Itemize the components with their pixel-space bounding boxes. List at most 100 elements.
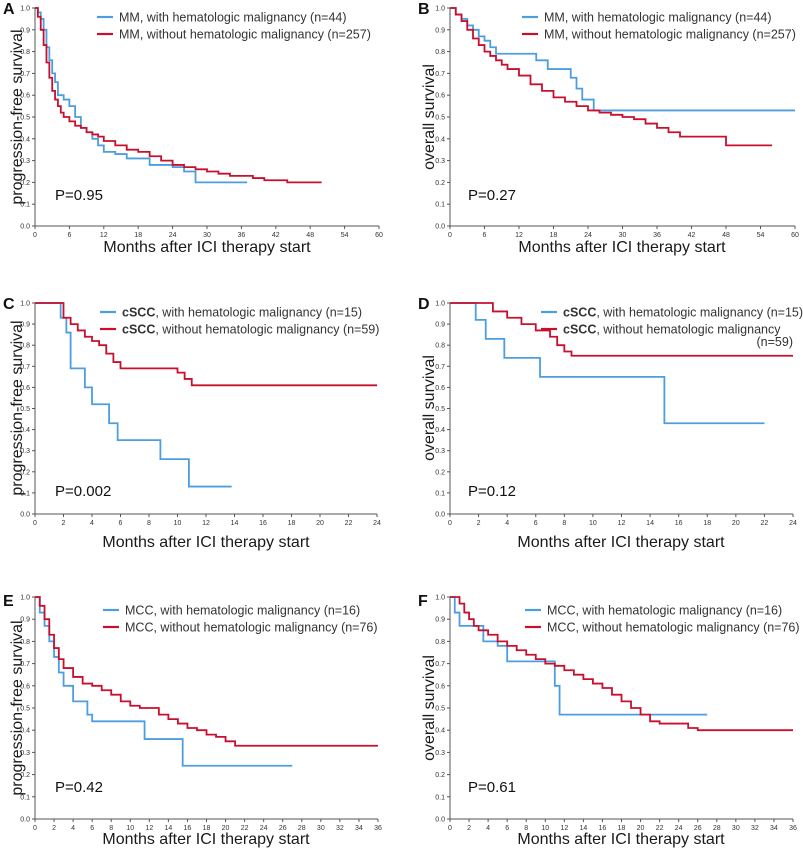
y-axis-title: overall survival	[421, 655, 438, 761]
x-tick-label: 14	[579, 825, 587, 832]
y-tick-label: 0.6	[20, 93, 30, 100]
x-tick-label: 14	[164, 825, 172, 832]
x-tick-label: 30	[619, 232, 627, 239]
y-tick-label: 1.0	[20, 6, 30, 13]
p-value: P=0.002	[55, 483, 111, 500]
x-tick-label: 6	[505, 825, 509, 832]
y-tick-label: 0.3	[435, 448, 445, 455]
x-tick-label: 6	[534, 520, 538, 527]
x-tick-label: 0	[33, 520, 37, 527]
x-tick-label: 34	[355, 825, 363, 832]
x-tick-label: 28	[298, 825, 306, 832]
x-tick-label: 26	[694, 825, 702, 832]
x-tick-label: 6	[119, 520, 123, 527]
x-tick-label: 4	[90, 520, 94, 527]
y-tick-label: 0.6	[435, 385, 445, 392]
x-tick-label: 0	[33, 825, 37, 832]
y-tick-label: 0.2	[435, 180, 445, 187]
panel-b: 0.0 0.1 0.2 0.3 0.4 0.5 0.6 0.7 0.8 0.9 1.0 0 6 12 18 2…	[418, 1, 799, 256]
x-tick-label: 36	[374, 825, 382, 832]
panel-a: 0.0 0.1 0.2 0.3 0.4 0.5 0.6 0.7 0.8 0.9 1.0 0 6 12 18 2…	[3, 1, 383, 256]
legend-entry-bold: cSCC	[122, 306, 155, 320]
y-tick-label: 0.8	[435, 639, 445, 646]
y-tick-label: 0.9	[435, 27, 445, 34]
legend-entry-rest: , with hematologic malignancy (n=15)	[596, 306, 803, 320]
y-tick-label: 1.0	[20, 595, 30, 602]
x-tick-label: 12	[515, 232, 523, 239]
x-tick-label: 22	[241, 825, 249, 832]
x-tick-label: 24	[260, 825, 268, 832]
legend-entry: cSCC, without hematologic malignancy (n=…	[122, 323, 379, 337]
x-tick-label: 10	[126, 825, 134, 832]
legend-entry-rest: , without hematologic malignancy	[596, 323, 781, 337]
x-tick-label: 32	[336, 825, 344, 832]
x-tick-label: 28	[713, 825, 721, 832]
x-tick-label: 10	[174, 520, 182, 527]
legend-entry-rest: , without hematologic malignancy (n=59)	[155, 323, 379, 337]
x-tick-label: 30	[203, 232, 211, 239]
x-tick-label: 16	[259, 520, 267, 527]
x-tick-label: 32	[751, 825, 759, 832]
y-tick-label: 0.9	[20, 27, 30, 34]
x-tick-label: 16	[184, 825, 192, 832]
y-tick-label: 0.0	[435, 817, 445, 824]
y-tick-label: 0.4	[20, 728, 30, 735]
y-axis-title: progression-free survival	[9, 620, 26, 795]
x-axis-title: Months after ICI therapy start	[102, 831, 310, 848]
y-tick-label: 0.8	[20, 49, 30, 56]
legend-entry: MM, with hematologic malignancy (n=44)	[119, 11, 347, 25]
x-tick-label: 2	[467, 825, 471, 832]
y-tick-label: 0.1	[435, 490, 445, 497]
x-tick-label: 8	[524, 825, 528, 832]
x-tick-label: 42	[688, 232, 696, 239]
p-value: P=0.12	[468, 483, 516, 500]
x-tick-label: 20	[316, 520, 324, 527]
y-tick-label: 0.3	[435, 158, 445, 165]
x-tick-label: 16	[675, 520, 683, 527]
y-tick-label: 0.6	[20, 683, 30, 690]
y-tick-label: 0.4	[435, 728, 445, 735]
x-tick-label: 12	[618, 520, 626, 527]
y-tick-label: 0.8	[435, 343, 445, 350]
y-tick-label: 0.3	[20, 750, 30, 757]
x-tick-label: 34	[770, 825, 778, 832]
survival-curve-with-hm	[450, 302, 765, 425]
y-tick-label: 0.8	[20, 639, 30, 646]
x-tick-label: 18	[618, 825, 626, 832]
x-tick-label: 18	[134, 232, 142, 239]
y-tick-label: 0.5	[20, 115, 30, 122]
y-tick-label: 0.1	[20, 794, 30, 801]
x-tick-label: 24	[789, 520, 797, 527]
x-axis-title: Months after ICI therapy start	[518, 239, 726, 256]
y-tick-label: 0.7	[20, 364, 30, 371]
y-tick-label: 0.4	[20, 427, 30, 434]
y-tick-label: 0.2	[435, 772, 445, 779]
survival-curve-without-hm	[35, 302, 377, 387]
y-axis-title: progression-free survival	[9, 320, 26, 495]
x-tick-label: 20	[637, 825, 645, 832]
y-tick-label: 0.3	[435, 750, 445, 757]
y-tick-label: 0.5	[20, 406, 30, 413]
panel-letter: D	[418, 296, 430, 313]
y-tick-label: 0.6	[20, 385, 30, 392]
y-tick-label: 1.0	[435, 595, 445, 602]
y-tick-label: 0.1	[20, 202, 30, 209]
x-tick-label: 60	[375, 232, 383, 239]
y-tick-label: 0.4	[435, 427, 445, 434]
x-tick-label: 2	[477, 520, 481, 527]
y-tick-label: 0.9	[435, 617, 445, 624]
x-tick-label: 10	[589, 520, 597, 527]
legend-entry: MCC, without hematologic malignancy (n=7…	[125, 621, 378, 635]
y-tick-label: 0.8	[435, 49, 445, 56]
y-tick-label: 1.0	[435, 6, 445, 13]
panel-letter: F	[418, 593, 428, 610]
y-tick-label: 0.1	[435, 794, 445, 801]
x-tick-label: 18	[203, 825, 211, 832]
x-tick-label: 10	[541, 825, 549, 832]
panel-c: 0.00.10.20.30.40.50.60.70.80.91.00 2 4 6 8 10…	[3, 296, 381, 551]
x-tick-label: 24	[584, 232, 592, 239]
survival-curve-without-hm	[450, 7, 772, 147]
panel-letter: C	[3, 296, 15, 313]
legend-entry: MM, without hematologic malignancy (n=25…	[544, 28, 796, 42]
